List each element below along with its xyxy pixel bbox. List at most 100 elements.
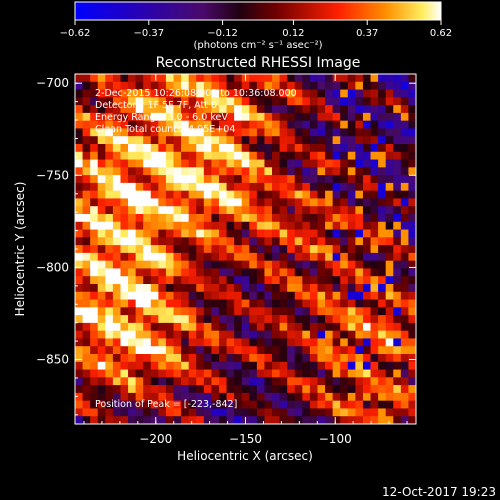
- heatmap-cell: [120, 167, 129, 176]
- heatmap-cell: [393, 190, 402, 199]
- heatmap-cell: [272, 338, 280, 347]
- heatmap-cell: [82, 190, 91, 199]
- heatmap-cell: [97, 128, 106, 137]
- heatmap-cell: [408, 291, 417, 300]
- heatmap-cell: [90, 136, 99, 145]
- heatmap-cell: [128, 400, 137, 409]
- heatmap-cell: [294, 206, 303, 215]
- heatmap-cell: [355, 322, 364, 332]
- heatmap-cell: [287, 81, 296, 90]
- heatmap-cell: [332, 74, 341, 83]
- heatmap-cell: [188, 307, 197, 316]
- heatmap-cell: [165, 346, 174, 355]
- heatmap-cell: [272, 416, 280, 425]
- heatmap-cell: [82, 385, 91, 394]
- heatmap-cell: [112, 206, 121, 215]
- heatmap-cell: [90, 307, 99, 316]
- heatmap-cell: [370, 330, 379, 339]
- heatmap-cell: [90, 330, 99, 339]
- heatmap-cell: [317, 81, 326, 90]
- heatmap-cell: [135, 245, 144, 254]
- heatmap-cell: [287, 354, 296, 363]
- heatmap-cell: [120, 182, 129, 192]
- heatmap-cell: [181, 377, 190, 386]
- heatmap-cell: [135, 229, 144, 238]
- heatmap-cell: [279, 377, 288, 386]
- heatmap-cell: [188, 299, 197, 308]
- heatmap-cell: [90, 128, 99, 137]
- heatmap-cell: [97, 105, 106, 114]
- heatmap-cell: [188, 260, 197, 269]
- heatmap-cell: [287, 206, 296, 215]
- heatmap-cell: [181, 221, 190, 230]
- heatmap-cell: [181, 89, 190, 98]
- heatmap-cell: [112, 268, 121, 277]
- heatmap-cell: [355, 175, 364, 184]
- heatmap-cell: [234, 136, 243, 145]
- heatmap-cell: [332, 322, 341, 332]
- heatmap-cell: [302, 237, 311, 246]
- heatmap-cell: [105, 120, 114, 129]
- heatmap-cell: [393, 120, 402, 129]
- heatmap-cell: [294, 136, 303, 145]
- heatmap-cell: [294, 105, 303, 114]
- heatmap-cell: [196, 214, 205, 223]
- heatmap-cell: [302, 182, 311, 192]
- heatmap-cell: [272, 151, 280, 160]
- heatmap-cell: [143, 322, 152, 332]
- heatmap-cell: [332, 408, 341, 417]
- heatmap-cell: [272, 400, 280, 409]
- heatmap-cell: [150, 299, 159, 308]
- heatmap-cell: [362, 307, 371, 316]
- heatmap-cell: [75, 214, 83, 223]
- heatmap-cell: [325, 221, 334, 230]
- heatmap-cell: [203, 361, 212, 370]
- heatmap-cell: [128, 198, 137, 207]
- heatmap-cell: [105, 105, 114, 114]
- heatmap-cell: [218, 346, 227, 355]
- heatmap-cell: [211, 260, 220, 269]
- heatmap-cell: [340, 198, 349, 207]
- heatmap-cell: [135, 330, 144, 339]
- heatmap-cell: [340, 392, 349, 402]
- footer-timestamp: 12-Oct-2017 19:23: [382, 485, 496, 499]
- heatmap-cell: [347, 260, 356, 269]
- heatmap-cell: [309, 89, 318, 98]
- heatmap-cell: [234, 392, 243, 402]
- heatmap-cell: [150, 400, 159, 409]
- heatmap-cell: [120, 408, 129, 417]
- heatmap-cell: [143, 361, 152, 370]
- heatmap-cell: [332, 105, 341, 114]
- heatmap-cell: [241, 120, 250, 129]
- heatmap-cell: [234, 89, 243, 98]
- heatmap-cell: [128, 268, 137, 277]
- heatmap-cell: [287, 322, 296, 332]
- heatmap-cell: [150, 408, 159, 417]
- heatmap-cell: [226, 198, 235, 207]
- heatmap-cell: [256, 74, 265, 83]
- heatmap-cell: [355, 361, 364, 370]
- heatmap-cell: [105, 408, 114, 417]
- heatmap-cell: [400, 299, 409, 308]
- heatmap-cell: [128, 369, 137, 378]
- heatmap-cell: [325, 338, 334, 347]
- colorbar-gradient: [74, 1, 442, 21]
- heatmap-cell: [325, 74, 334, 83]
- heatmap-cell: [241, 81, 250, 90]
- heatmap-cell: [226, 268, 235, 277]
- heatmap-cell: [181, 237, 190, 246]
- heatmap-cell: [211, 144, 220, 153]
- heatmap-cell: [408, 276, 417, 285]
- heatmap-cell: [378, 89, 387, 98]
- heatmap-cell: [317, 385, 326, 394]
- heatmap-cell: [234, 361, 243, 370]
- heatmap-cell: [135, 361, 144, 370]
- heatmap-cell: [385, 128, 394, 137]
- heatmap-cell: [75, 392, 83, 402]
- heatmap-cell: [105, 182, 114, 192]
- heatmap-cell: [347, 151, 356, 160]
- heatmap-cell: [75, 338, 83, 347]
- heatmap-cell: [249, 229, 258, 238]
- heatmap-cell: [75, 175, 83, 184]
- heatmap-cell: [325, 245, 334, 254]
